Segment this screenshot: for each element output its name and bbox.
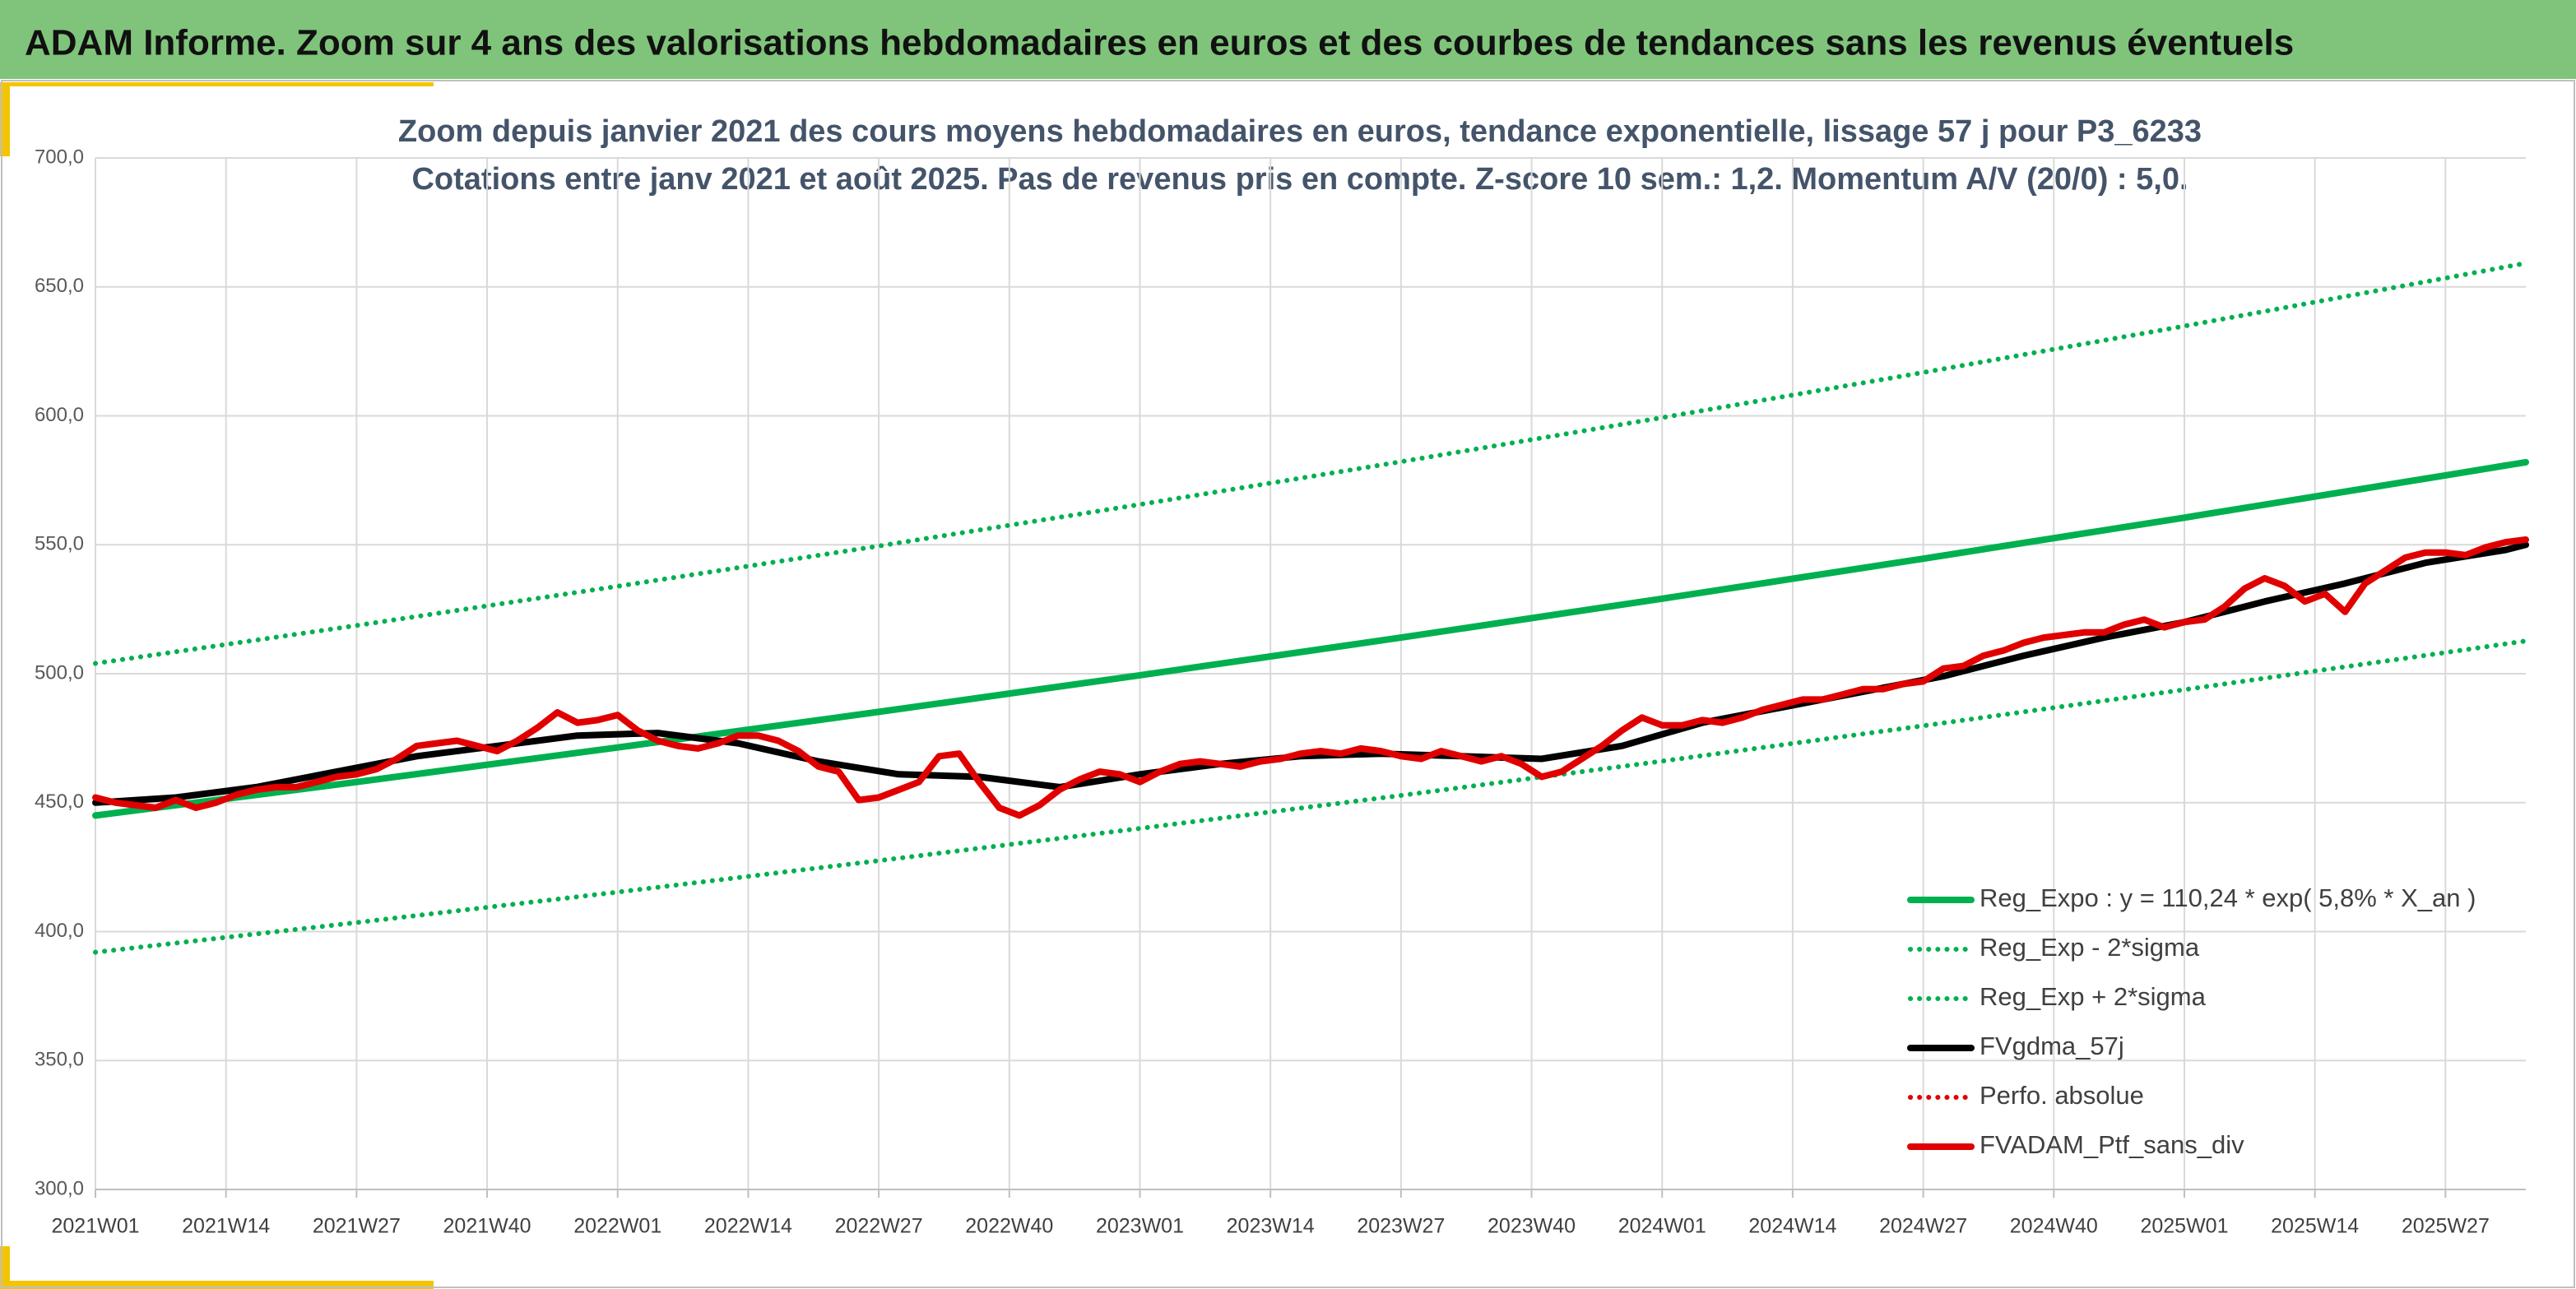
series-line <box>93 638 2528 955</box>
legend-label: Perfo. absolue <box>1980 1081 2144 1110</box>
y-tick-label: 500,0 <box>35 661 84 684</box>
x-tick-label: 2022W01 <box>573 1215 661 1238</box>
x-tick-label: 2021W27 <box>313 1215 401 1238</box>
y-tick-label: 450,0 <box>35 791 84 813</box>
chart-title: Zoom depuis janvier 2021 des cours moyen… <box>398 114 2202 149</box>
legend-label: FVADAM_Ptf_sans_div <box>1980 1130 2244 1159</box>
x-tick-label: 2023W40 <box>1488 1215 1576 1238</box>
legend-label: FVgdma_57j <box>1980 1032 2124 1060</box>
x-tick-label: 2024W01 <box>1618 1215 1706 1238</box>
x-tick-label: 2023W27 <box>1357 1215 1445 1238</box>
legend-label: Reg_Expo : y = 110,24 * exp( 5,8% * X_an… <box>1980 883 2476 912</box>
chart-background <box>0 79 2576 1289</box>
x-tick-label: 2025W27 <box>2402 1215 2490 1238</box>
grid: 300,0 350,0 400,0 450,0 500,0 550,0 600,0 650,0… <box>35 146 2526 1238</box>
x-tick-label: 2022W27 <box>835 1215 923 1238</box>
x-tick-label: 2024W40 <box>2010 1215 2098 1238</box>
x-tick-label: 2022W14 <box>704 1215 792 1238</box>
series-line <box>92 536 2529 819</box>
x-tick-label: 2023W14 <box>1227 1215 1315 1238</box>
chart-border <box>1 80 2575 1288</box>
legend: Reg_Expo : y = 110,24 * exp( 5,8% * X_an… <box>1907 883 2476 1159</box>
plot-area <box>92 260 2529 955</box>
y-tick-label: 600,0 <box>35 404 84 426</box>
x-tick-label: 2025W14 <box>2271 1215 2359 1238</box>
y-tick-label: 350,0 <box>35 1049 84 1071</box>
x-tick-label: 2024W27 <box>1879 1215 1967 1238</box>
x-tick-label: 2025W01 <box>2140 1215 2228 1238</box>
x-tick-label: 2021W40 <box>443 1215 531 1238</box>
y-tick-label: 300,0 <box>35 1177 84 1199</box>
header-bar <box>0 0 2576 79</box>
legend-label: Reg_Exp + 2*sigma <box>1980 982 2207 1011</box>
y-tick-label: 550,0 <box>35 533 84 555</box>
x-tick-label: 2024W14 <box>1748 1215 1836 1238</box>
accent <box>0 1281 434 1289</box>
x-tick-label: 2021W14 <box>182 1215 270 1238</box>
series-line <box>93 260 2528 666</box>
y-tick-label: 700,0 <box>35 146 84 168</box>
chart-subtitle: Cotations entre janv 2021 et août 2025. … <box>411 162 2188 197</box>
legend-label: Reg_Exp - 2*sigma <box>1980 933 2200 962</box>
series-line <box>92 458 2529 819</box>
y-tick-label: 400,0 <box>35 920 84 942</box>
x-tick-label: 2023W01 <box>1096 1215 1184 1238</box>
accent <box>10 82 434 86</box>
x-tick-label: 2022W40 <box>965 1215 1053 1238</box>
x-tick-label: 2021W01 <box>51 1215 139 1238</box>
y-tick-label: 650,0 <box>35 275 84 297</box>
page-title: ADAM Informe. Zoom sur 4 ans des valoris… <box>25 23 2294 63</box>
